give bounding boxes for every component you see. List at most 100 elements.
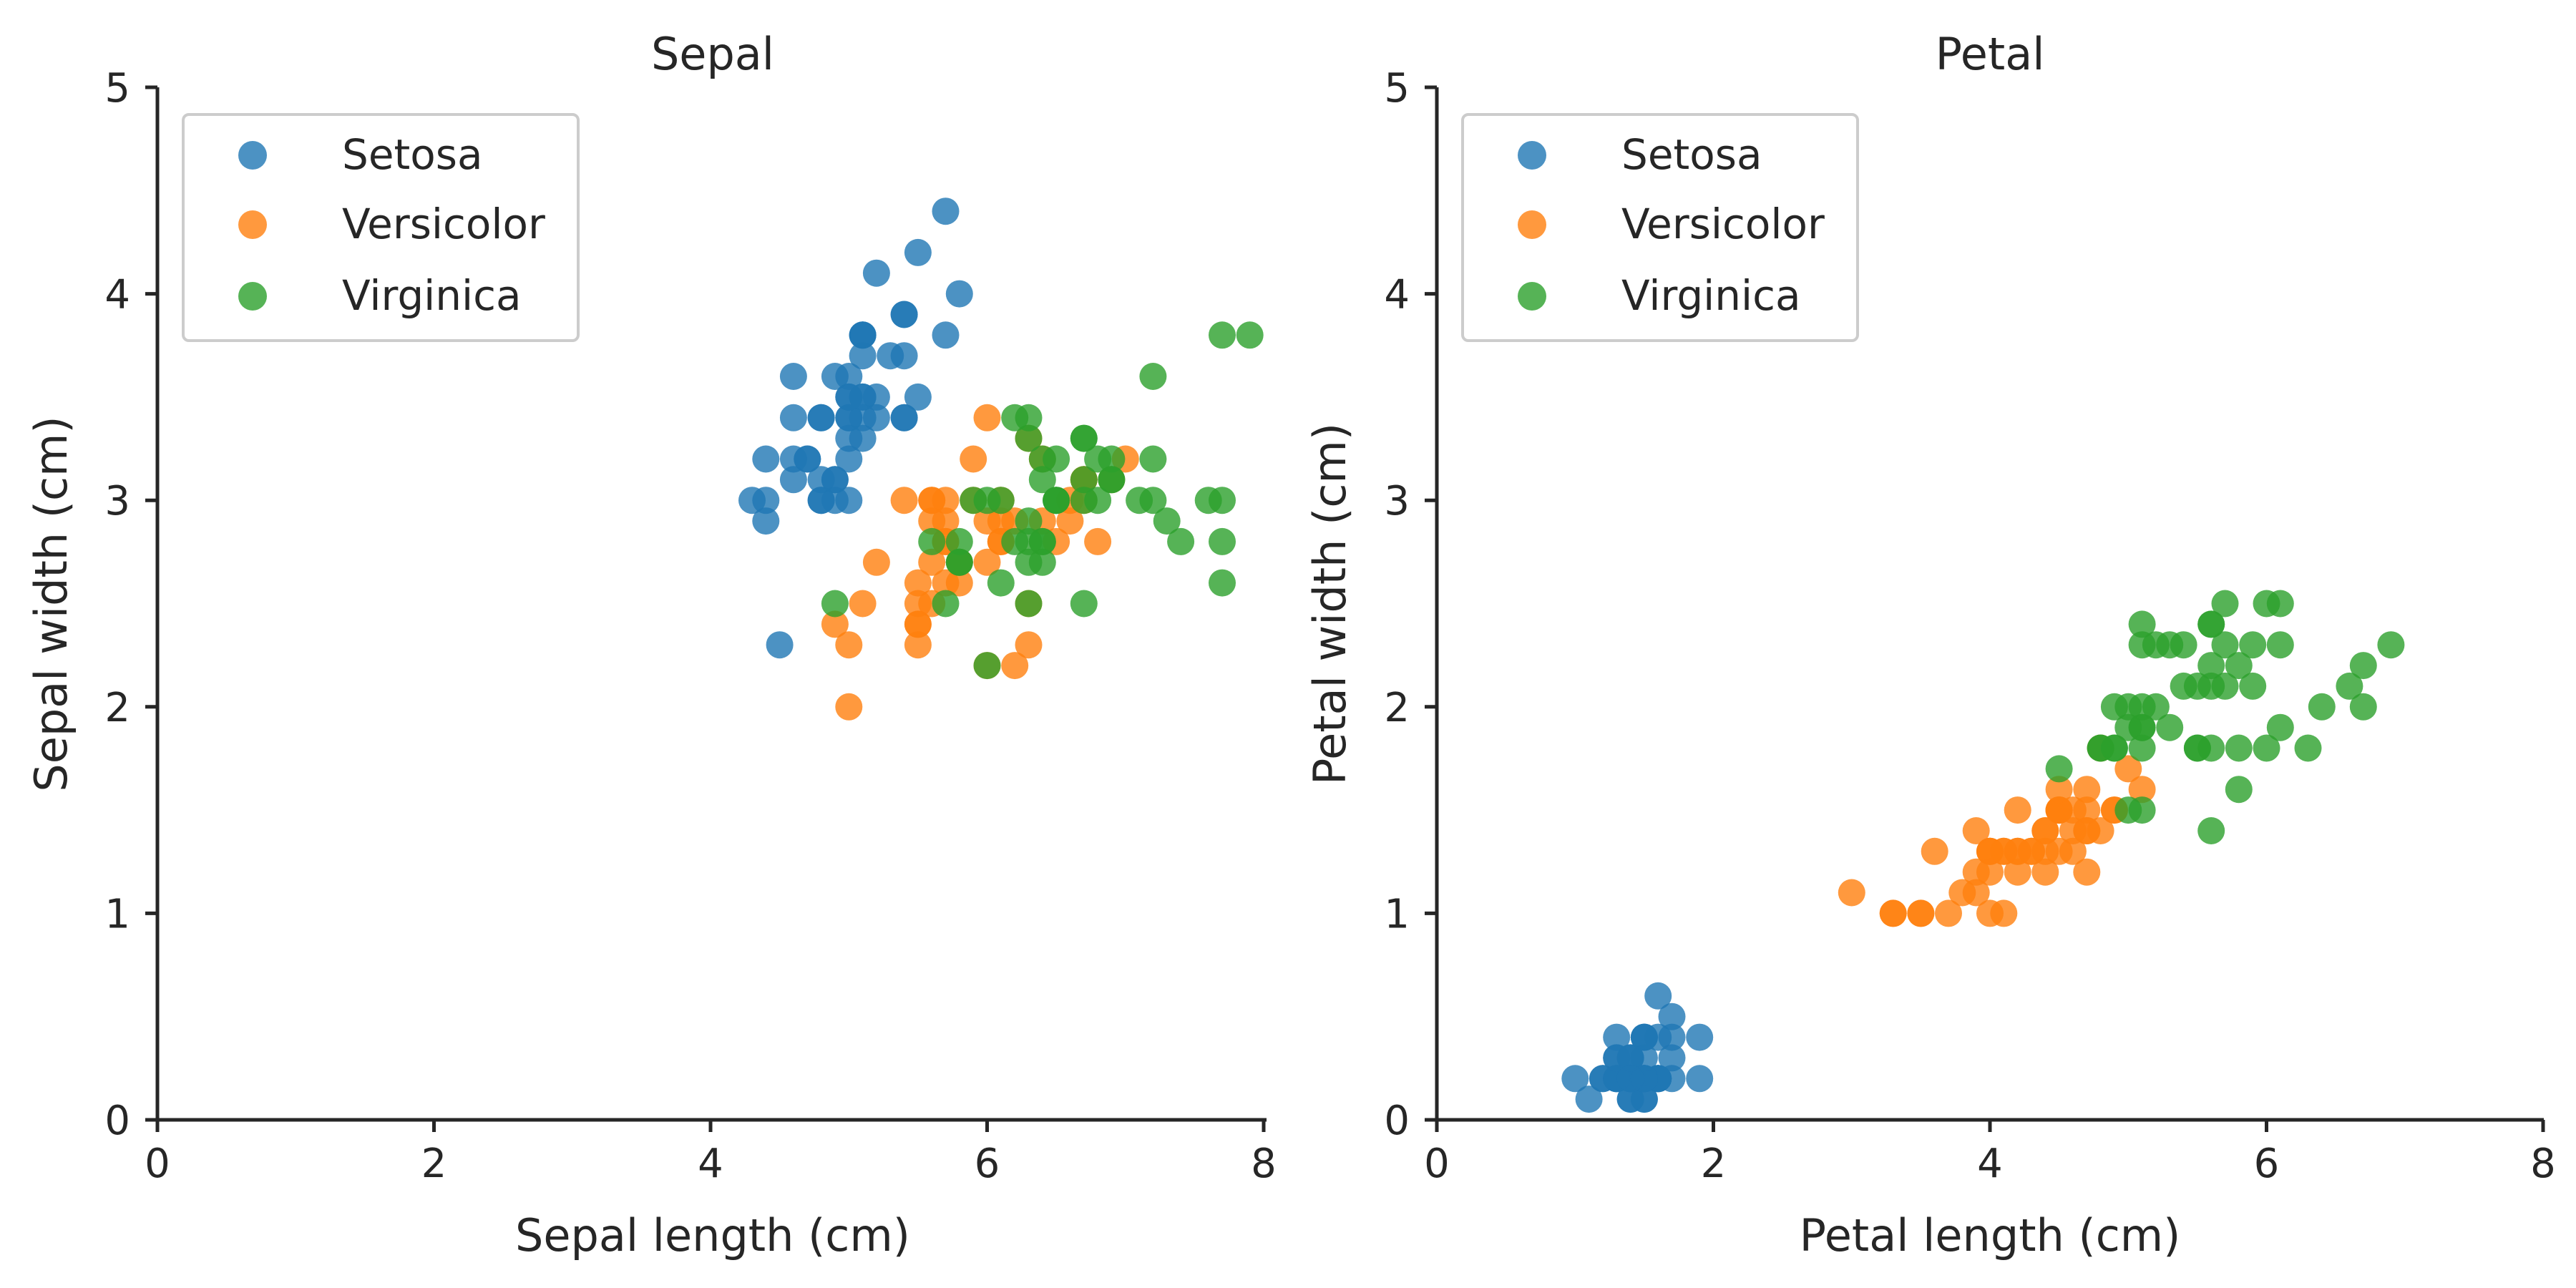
petal-point-virginica-32 (2197, 652, 2225, 680)
petal-legend-label-setosa: Setosa (1621, 130, 1762, 179)
sepal-point-virginica-25 (1139, 445, 1167, 473)
sepal-point-versicolor-20 (960, 445, 987, 473)
petal-point-setosa-31 (1630, 1023, 1658, 1051)
sepal-point-versicolor-10 (835, 693, 863, 721)
petal-point-virginica-2 (2239, 672, 2267, 700)
petal-point-setosa-49 (1616, 1065, 1644, 1093)
petal-point-virginica-14 (2128, 610, 2156, 638)
petal-legend-label-virginica: Virginica (1621, 271, 1801, 320)
petal-point-virginica-49 (2128, 734, 2156, 762)
sepal-y-tick-label-4: 4 (104, 272, 130, 318)
sepal-point-setosa-16 (890, 301, 918, 328)
petal-y-axis-label: Petal width (cm) (1304, 423, 1356, 785)
petal-point-versicolor-48 (1838, 879, 1865, 907)
sepal-point-versicolor-45 (932, 487, 960, 514)
petal-point-versicolor-36 (2073, 796, 2101, 824)
sepal-point-versicolor-42 (945, 569, 973, 597)
sepal-point-virginica-45 (1070, 487, 1098, 514)
petal-point-virginica-7 (2294, 734, 2322, 762)
sepal-point-setosa-32 (862, 259, 890, 287)
petal-point-versicolor-26 (2087, 817, 2114, 844)
petal-legend: Setosa Versicolor Virginica (1461, 113, 1859, 342)
petal-point-setosa-18 (1658, 1044, 1686, 1072)
sepal-x-tick-label-2: 2 (421, 1141, 447, 1187)
sepal-y-tick-label-1: 1 (104, 891, 130, 937)
sepal-legend-label-versicolor: Versicolor (342, 200, 545, 248)
sepal-point-virginica-40 (1070, 466, 1098, 494)
petal-point-virginica-6 (2045, 755, 2073, 783)
petal-point-versicolor-31 (1935, 899, 1962, 927)
sepal-point-setosa-48 (877, 342, 904, 370)
petal-y-tick-label-4: 4 (1384, 272, 1410, 318)
petal-x-tick-label-6: 6 (2254, 1141, 2280, 1187)
petal-y-tick-label-5: 5 (1384, 65, 1410, 112)
petal-point-virginica-29 (2225, 776, 2253, 804)
sepal-point-virginica-41 (1098, 466, 1126, 494)
sepal-point-setosa-33 (904, 238, 932, 266)
petal-point-versicolor-42 (1976, 858, 2004, 886)
sepal-point-virginica-17 (1209, 321, 1236, 349)
sepal-point-versicolor-9 (862, 548, 890, 576)
sepal-point-virginica-13 (932, 590, 960, 618)
petal-legend-label-versicolor: Versicolor (1621, 200, 1825, 248)
petal-x-axis-label: Petal length (cm) (1800, 1209, 2181, 1262)
sepal-point-setosa-8 (752, 507, 780, 535)
sepal-point-versicolor-3 (904, 631, 932, 659)
sepal-point-setosa-18 (932, 321, 960, 349)
petal-point-versicolor-33 (2128, 776, 2156, 804)
sepal-point-virginica-34 (987, 569, 1015, 597)
petal-point-setosa-16 (1603, 1023, 1631, 1051)
sepal-point-virginica-37 (1028, 466, 1056, 494)
petal-point-virginica-31 (2308, 693, 2336, 721)
sepal-legend-label-setosa: Setosa (342, 130, 483, 179)
petal-point-virginica-37 (2183, 734, 2211, 762)
petal-point-setosa-43 (1644, 982, 1672, 1010)
petal-point-versicolor-40 (2031, 858, 2059, 886)
petal-point-virginica-20 (2211, 631, 2239, 659)
petal-x-tick-label-8: 8 (2530, 1141, 2556, 1187)
sepal-point-setosa-45 (807, 487, 835, 514)
sepal-point-setosa-22 (779, 363, 807, 390)
sepal-point-virginica-8 (1070, 590, 1098, 618)
sepal-point-virginica-29 (1139, 487, 1167, 514)
petal-point-virginica-34 (2197, 817, 2225, 844)
sepal-x-tick-label-8: 8 (1251, 1141, 1277, 1187)
petal-point-virginica-11 (2156, 713, 2184, 741)
petal-point-virginica-9 (2266, 590, 2294, 618)
petal-point-setosa-13 (1575, 1085, 1603, 1113)
petal-point-versicolor-29 (1907, 899, 1935, 927)
sepal-point-versicolor-28 (973, 507, 1001, 535)
sepal-point-virginica-47 (1043, 487, 1070, 514)
petal-point-versicolor-8 (2059, 837, 2087, 865)
sepal-point-virginica-46 (1015, 590, 1043, 618)
petal-data-points (1561, 590, 2405, 1113)
petal-point-versicolor-27 (2114, 755, 2142, 783)
sepal-y-tick-label-2: 2 (104, 685, 130, 731)
sepal-point-virginica-15 (1028, 445, 1056, 473)
sepal-point-versicolor-40 (904, 569, 932, 597)
sepal-point-setosa-34 (821, 466, 849, 494)
petal-chart-title: Petal (1936, 28, 2045, 80)
petal-point-setosa-44 (1686, 1023, 1714, 1051)
sepal-point-setosa-42 (752, 445, 780, 473)
sepal-x-axis-label: Sepal length (cm) (515, 1209, 910, 1262)
sepal-point-setosa-31 (890, 404, 918, 431)
sepal-legend-box (182, 113, 580, 342)
petal-legend-box (1461, 113, 1859, 342)
petal-point-virginica-39 (2170, 672, 2197, 700)
petal-y-tick-label-2: 2 (1384, 685, 1410, 731)
petal-x-tick-label-4: 4 (1977, 1141, 2003, 1187)
sepal-point-setosa-24 (807, 404, 835, 431)
petal-point-virginica-46 (2114, 713, 2142, 741)
sepal-point-setosa-6 (779, 404, 807, 431)
petal-point-virginica-22 (2349, 693, 2377, 721)
petal-point-virginica-43 (2239, 631, 2267, 659)
petal-point-versicolor-49 (1990, 837, 2018, 865)
sepal-y-tick-label-5: 5 (104, 65, 130, 112)
sepal-point-versicolor-26 (1084, 527, 1112, 555)
sepal-point-virginica-31 (1236, 321, 1264, 349)
petal-point-setosa-24 (1686, 1065, 1714, 1093)
petal-point-virginica-17 (2349, 652, 2377, 680)
petal-point-versicolor-6 (2073, 776, 2101, 804)
petal-point-virginica-30 (2266, 713, 2294, 741)
